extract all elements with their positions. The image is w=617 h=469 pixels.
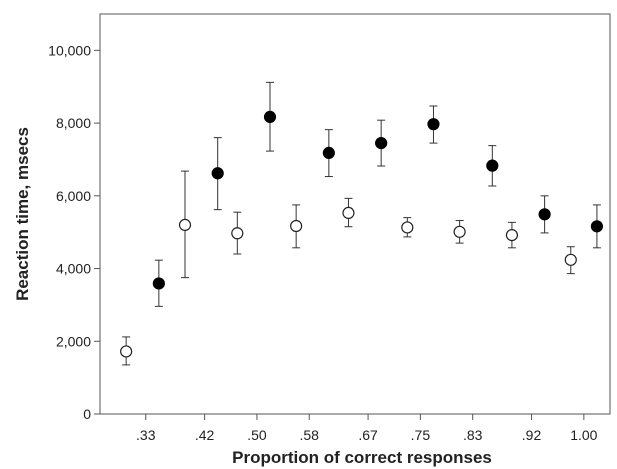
x-axis: .33 .42 .50 .58 .67 .75 .83 .92 1.00 — [136, 414, 598, 443]
y-tick-label: 2,000 — [56, 333, 91, 349]
open-point — [120, 345, 133, 358]
open-point — [290, 219, 303, 233]
x-tick-label: .33 — [136, 427, 156, 443]
filled-point — [538, 208, 551, 221]
x-tick-label: .42 — [195, 427, 215, 443]
x-tick-label: .67 — [358, 427, 378, 443]
series-1 — [120, 170, 577, 366]
open-point — [505, 228, 519, 242]
x-tick-label: 1.00 — [570, 427, 597, 443]
x-tick-label: .75 — [411, 427, 431, 443]
y-axis: 0 2,000 4,000 6,000 8,000 10,000 — [48, 42, 100, 422]
y-tick-label: 6,000 — [56, 188, 91, 204]
open-point — [342, 206, 355, 220]
y-tick-label: 0 — [83, 406, 91, 422]
y-tick-label: 4,000 — [56, 261, 91, 277]
filled-point — [590, 220, 604, 233]
data-marks — [120, 81, 604, 366]
open-point — [231, 227, 244, 240]
filled-point — [152, 277, 165, 290]
plot-frame — [99, 13, 611, 415]
open-point — [401, 221, 414, 234]
y-tick-label: 10,000 — [48, 42, 91, 58]
y-axis-title: Reaction time, msecs — [13, 127, 32, 301]
x-axis-title: Proportion of correct responses — [232, 448, 492, 467]
y-tick-label: 8,000 — [56, 115, 91, 131]
filled-point — [427, 118, 440, 131]
open-point — [453, 225, 466, 238]
open-point — [178, 218, 192, 232]
filled-point — [263, 110, 277, 124]
series-2 — [152, 81, 604, 307]
filled-point — [486, 159, 499, 172]
x-tick-label: .92 — [522, 427, 542, 443]
x-tick-label: .50 — [247, 427, 267, 443]
filled-point — [375, 136, 388, 150]
x-tick-label: .58 — [299, 427, 319, 443]
filled-point — [322, 146, 335, 160]
open-point — [564, 253, 577, 266]
filled-point — [211, 167, 224, 180]
x-tick-label: .83 — [463, 427, 483, 443]
